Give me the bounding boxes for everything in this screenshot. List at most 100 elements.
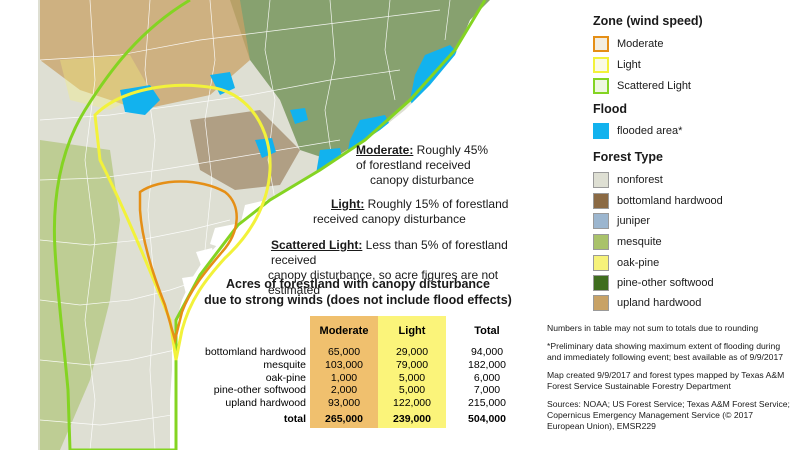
- note-light-line2: received canopy disturbance: [313, 212, 466, 226]
- acres-table-block: Acres of forestland with canopy disturba…: [188, 276, 528, 428]
- table-cell-total: 7,000: [473, 384, 501, 397]
- mesquite-region: [40, 140, 120, 450]
- zone-scattered-light-outline: [52, 0, 487, 450]
- table-header-row: Moderate Light Total: [188, 316, 528, 346]
- note-moderate-line2: of forestland received: [356, 158, 471, 172]
- legend-item-upland-hardwood: upland hardwood: [593, 294, 701, 312]
- note-scattered-label: Scattered Light:: [271, 238, 363, 252]
- table-row: mesquite 103,000 79,000 182,000: [188, 358, 528, 372]
- zone-moderate-swatch: [593, 36, 609, 52]
- table-cell-moderate: 103,000: [310, 358, 378, 372]
- legend-label: pine-other softwood: [617, 277, 714, 289]
- legend-item-juniper: juniper: [593, 212, 650, 230]
- legend-item-moderate: Moderate: [593, 35, 663, 53]
- table-row: oak-pine 1,000 5,000 6,000: [188, 371, 528, 385]
- table-title-line1: Acres of forestland with canopy disturba…: [226, 277, 490, 291]
- table-row: upland hardwood 93,000 122,000 215,000: [188, 397, 528, 410]
- note-light-text: Roughly 15% of forestland: [364, 197, 509, 211]
- legend-label: Light: [617, 59, 641, 71]
- zone-moderate-outline: [138, 180, 238, 345]
- note-scattered: Scattered Light: Less than 5% of forestl…: [268, 238, 538, 298]
- table-cell-type: pine-other softwood: [213, 384, 306, 397]
- legend-label: Scattered Light: [617, 80, 691, 92]
- table-title: Acres of forestland with canopy disturba…: [188, 276, 528, 308]
- table-header-total: Total: [474, 324, 500, 337]
- table-total-label: total: [283, 412, 306, 425]
- table-cell-type: mesquite: [263, 358, 306, 371]
- table-cell-light: 79,000: [378, 358, 446, 372]
- legend-item-mesquite: mesquite: [593, 233, 662, 251]
- table-header-blank: [188, 316, 310, 346]
- legend-label: juniper: [617, 215, 651, 227]
- footnotes: Numbers in table may not sum to totals d…: [547, 323, 792, 439]
- legend-item-flooded: flooded area*: [593, 122, 682, 140]
- map-legend: Zone (wind speed) Moderate Light Scatter…: [590, 0, 800, 450]
- legend-item-oak-pine: oak-pine: [593, 254, 659, 272]
- table-cell-light: 5,000: [378, 371, 446, 385]
- table-cell-type: upland hardwood: [225, 397, 306, 410]
- table-total-light: 239,000: [378, 409, 446, 428]
- legend-zone-title: Zone (wind speed): [593, 14, 703, 28]
- table-cell-moderate: 1,000: [310, 371, 378, 385]
- table-header-moderate: Moderate: [310, 316, 378, 346]
- note-light: Light: Roughly 15% of forestland receive…: [313, 197, 513, 227]
- table-cell-light: 122,000: [378, 397, 446, 410]
- table-total-total: 504,000: [468, 412, 506, 425]
- table-cell-type: oak-pine: [265, 371, 306, 384]
- table-cell-type: bottomland hardwood: [205, 346, 306, 358]
- table-row: bottomland hardwood 65,000 29,000 94,000: [188, 346, 528, 359]
- table-cell-total: 215,000: [468, 397, 506, 410]
- flooded-swatch: [593, 123, 609, 139]
- nonforest-swatch: [593, 172, 609, 188]
- footnote-flooding: *Preliminary data showing maximum extent…: [547, 341, 783, 362]
- upland-hardwood-region: [40, 0, 250, 110]
- acres-table: Moderate Light Total bottomland hardwood…: [188, 316, 528, 428]
- table-row: pine-other softwood 2,000 5,000 7,000: [188, 384, 528, 398]
- note-light-label: Light:: [331, 197, 365, 211]
- table-title-line2: due to strong winds (does not include fl…: [204, 293, 512, 307]
- oak-pine-swatch: [593, 255, 609, 271]
- table-total-row: total 265,000 239,000 504,000: [188, 409, 528, 428]
- table-cell-moderate: 65,000: [310, 346, 378, 359]
- mesquite-swatch: [593, 234, 609, 250]
- legend-forest-title: Forest Type: [593, 150, 663, 164]
- footnote-credits: Map created 9/9/2017 and forest types ma…: [547, 370, 785, 391]
- bottomland-hardwood-swatch: [593, 193, 609, 209]
- legend-item-pine-softwood: pine-other softwood: [593, 274, 714, 292]
- note-moderate-label: Moderate:: [356, 143, 414, 157]
- upland-hardwood-swatch: [593, 295, 609, 311]
- note-scattered-text: Less than 5% of forestland received: [271, 238, 508, 267]
- note-moderate-text: Roughly 45%: [413, 143, 489, 157]
- table-cell-light: 29,000: [378, 346, 446, 359]
- note-scattered-line2: canopy disturbance, so acre figures are …: [268, 268, 499, 297]
- legend-label: flooded area*: [617, 125, 683, 137]
- note-moderate-line3: canopy disturbance: [370, 173, 475, 187]
- legend-label: nonforest: [617, 174, 663, 186]
- table-header-light: Light: [378, 316, 446, 346]
- zone-light-outline: [93, 83, 272, 361]
- legend-item-light: Light: [593, 56, 641, 74]
- table-cell-total: 6,000: [473, 371, 501, 384]
- table-cell-moderate: 93,000: [310, 397, 378, 410]
- wind-zones: [52, 0, 487, 450]
- table-cell-total: 182,000: [468, 358, 506, 371]
- table-cell-moderate: 2,000: [310, 384, 378, 398]
- legend-flood-title: Flood: [593, 102, 628, 116]
- legend-item-nonforest: nonforest: [593, 171, 663, 189]
- footnote-rounding: Numbers in table may not sum to totals d…: [547, 323, 759, 333]
- legend-item-scattered-light: Scattered Light: [593, 77, 691, 95]
- legend-label: oak-pine: [617, 257, 660, 269]
- legend-label: upland hardwood: [617, 297, 702, 309]
- legend-item-bottomland: bottomland hardwood: [593, 192, 723, 210]
- legend-label: bottomland hardwood: [617, 195, 723, 207]
- legend-label: mesquite: [617, 236, 662, 248]
- bottomland-region: [190, 110, 300, 190]
- pine-other-softwood-swatch: [593, 275, 609, 291]
- table-cell-light: 5,000: [378, 384, 446, 398]
- zone-light-swatch: [593, 57, 609, 73]
- table-total-moderate: 265,000: [310, 409, 378, 428]
- juniper-swatch: [593, 213, 609, 229]
- zone-scattered-light-swatch: [593, 78, 609, 94]
- footnote-sources: Sources: NOAA; US Forest Service; Texas …: [547, 399, 790, 431]
